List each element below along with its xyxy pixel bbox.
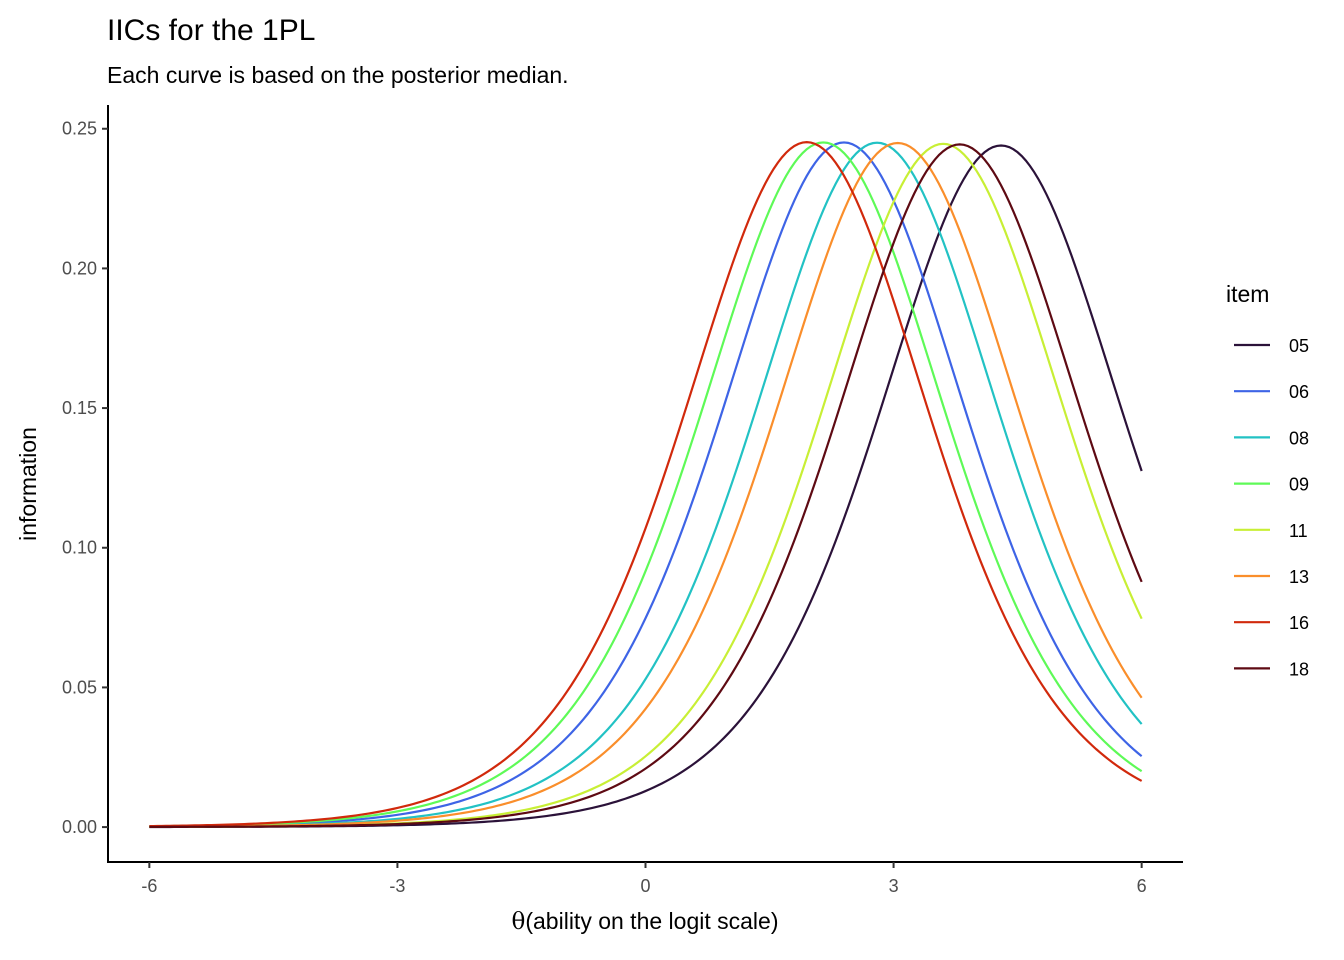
legend-label: 05 <box>1289 336 1309 356</box>
series-line-item-16 <box>149 141 1143 828</box>
legend-item-11: 11 <box>1234 521 1308 541</box>
legend-label: 18 <box>1289 659 1309 679</box>
legend-label: 16 <box>1289 613 1309 633</box>
series-line-item-05 <box>149 144 1143 829</box>
legend-item-18: 18 <box>1234 659 1309 679</box>
legend-item-09: 09 <box>1234 475 1309 495</box>
legend-title: item <box>1226 281 1269 307</box>
series-line-item-08 <box>149 141 1143 828</box>
legend-item-16: 16 <box>1234 613 1309 633</box>
legend-item-08: 08 <box>1234 428 1309 448</box>
x-tick-label: 0 <box>640 876 650 896</box>
series-line-item-06 <box>149 141 1143 828</box>
series-line-item-18 <box>149 143 1143 829</box>
y-tick-label: 0.15 <box>62 398 97 418</box>
series-line-item-13 <box>149 141 1143 828</box>
theta-symbol: θ <box>512 909 526 935</box>
series-lines <box>149 141 1143 829</box>
y-tick-label: 0.10 <box>62 538 97 558</box>
x-tick-label: 6 <box>1137 876 1147 896</box>
y-axis-title: information <box>15 427 41 541</box>
y-tick-label: 0.20 <box>62 258 97 278</box>
legend-label: 06 <box>1289 382 1309 402</box>
legend-item-13: 13 <box>1234 567 1309 587</box>
legend-items: 05 06 08 09 11 13 16 18 <box>1234 336 1309 679</box>
x-tick-label: -3 <box>389 876 405 896</box>
y-tick-label: 0.00 <box>62 817 97 837</box>
legend-label: 11 <box>1289 521 1308 541</box>
x-tick-label: -6 <box>141 876 157 896</box>
legend-item-06: 06 <box>1234 382 1309 402</box>
legend-label: 13 <box>1289 567 1309 587</box>
y-tick-label: 0.25 <box>62 119 97 139</box>
legend-label: 09 <box>1289 475 1309 495</box>
chart-subtitle: Each curve is based on the posterior med… <box>107 62 569 88</box>
chart-title: IICs for the 1PL <box>107 14 315 47</box>
x-axis-title-text: (ability on the logit scale) <box>525 908 778 934</box>
legend-label: 08 <box>1289 428 1309 448</box>
y-ticks: 0.00 0.05 0.10 0.15 0.20 0.25 <box>62 119 108 837</box>
x-ticks: -6 -3 0 3 6 <box>141 862 1147 896</box>
legend: item 05 06 08 09 11 13 16 18 <box>1226 281 1309 679</box>
legend-item-05: 05 <box>1234 336 1309 356</box>
plot-area <box>149 141 1143 829</box>
series-line-item-09 <box>149 141 1143 828</box>
series-line-item-11 <box>149 142 1143 829</box>
x-axis-title: θ(ability on the logit scale) <box>512 908 779 935</box>
y-tick-label: 0.05 <box>62 677 97 697</box>
x-tick-label: 3 <box>889 876 899 896</box>
